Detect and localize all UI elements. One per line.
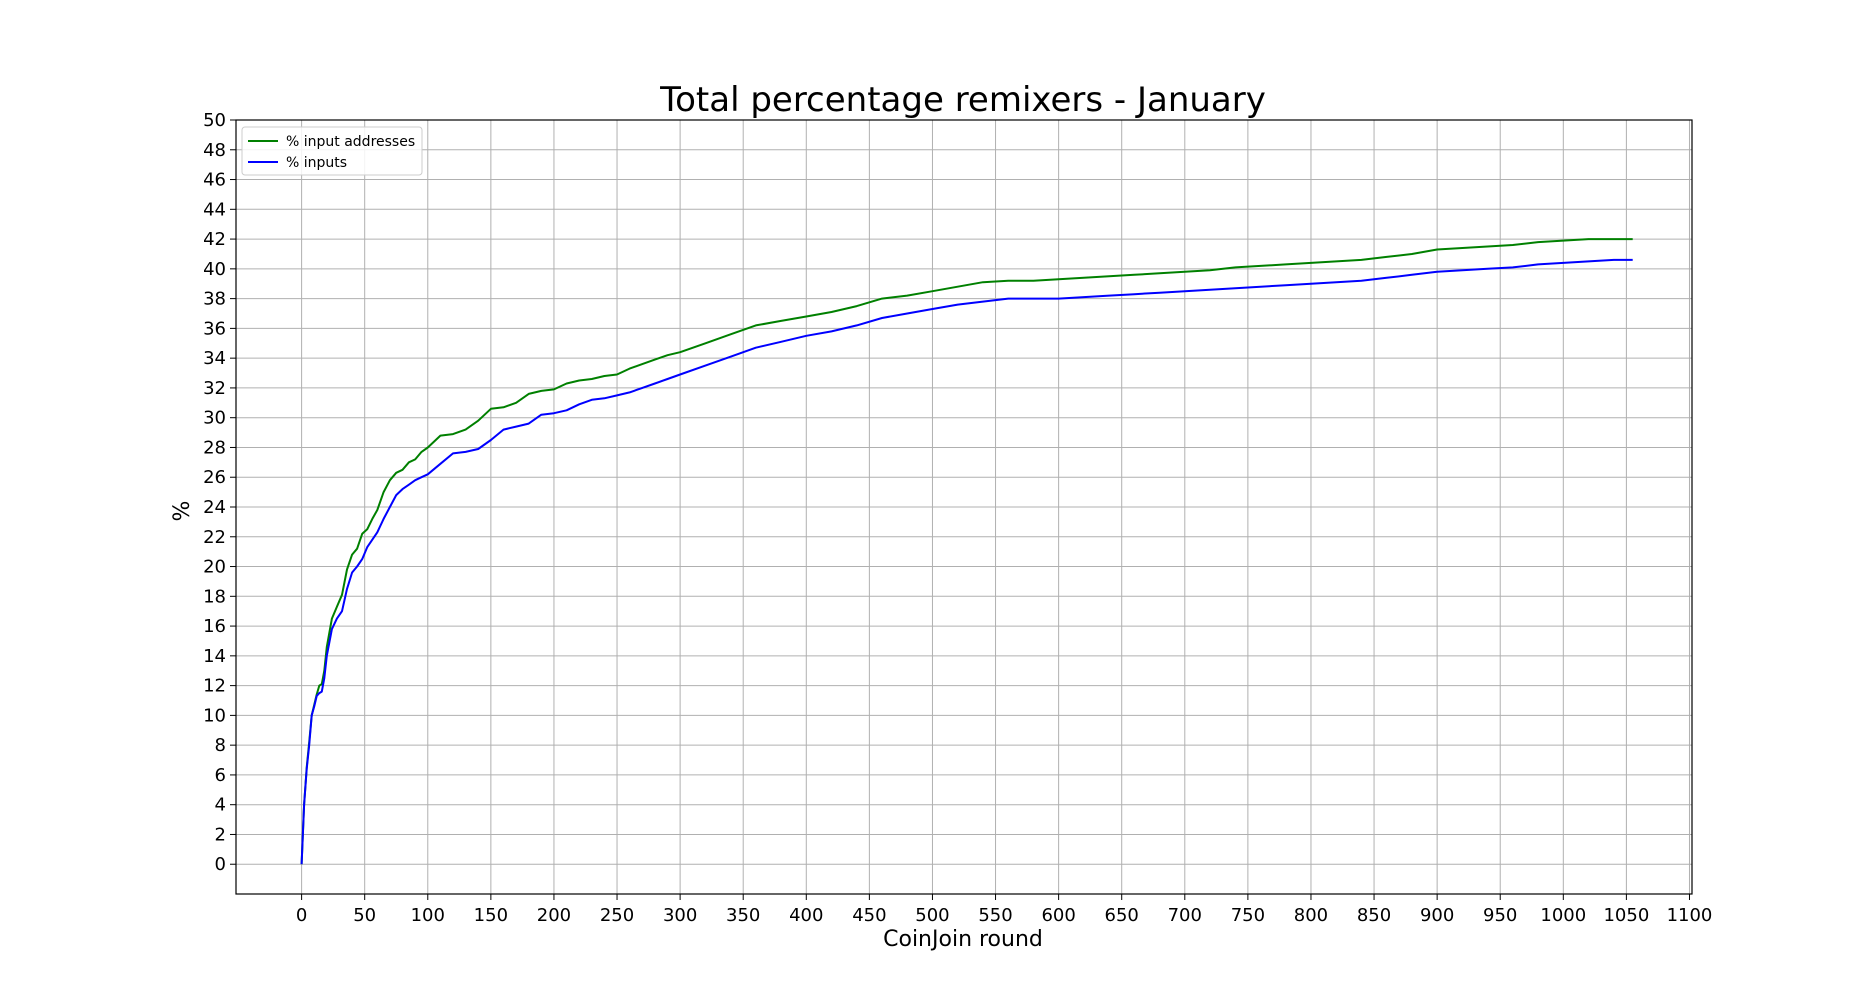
y-tick-label: 26 xyxy=(203,467,226,488)
y-tick-label: 22 xyxy=(203,527,226,548)
y-tick-label: 24 xyxy=(203,497,226,518)
y-tick-label: 8 xyxy=(215,735,226,756)
x-tick-label: 50 xyxy=(353,905,376,926)
y-tick-label: 12 xyxy=(203,676,226,697)
y-tick-label: 44 xyxy=(203,199,226,220)
y-tick-label: 6 xyxy=(215,765,226,786)
x-tick-label: 800 xyxy=(1294,905,1328,926)
x-axis: 0 50 100 150 200 250 300 350 400 450 500 550 600 650 7… xyxy=(296,894,1713,926)
legend-box xyxy=(241,126,423,176)
y-tick-label: 36 xyxy=(203,318,226,339)
x-tick-label: 600 xyxy=(1041,905,1075,926)
y-tick-label: 4 xyxy=(215,795,226,816)
y-tick-label: 50 xyxy=(203,110,226,131)
y-tick-label: 0 xyxy=(215,854,226,875)
y-tick-label: 30 xyxy=(203,408,226,429)
x-tick-label: 0 xyxy=(296,905,307,926)
x-tick-label: 200 xyxy=(537,905,571,926)
y-tick-label: 42 xyxy=(203,229,226,250)
y-tick-label: 20 xyxy=(203,557,226,578)
x-axis-label: CoinJoin round xyxy=(883,927,1043,952)
chart-title: Total percentage remixers - January xyxy=(659,80,1266,120)
x-tick-label: 1000 xyxy=(1540,905,1586,926)
y-tick-label: 32 xyxy=(203,378,226,399)
y-tick-label: 48 xyxy=(203,140,226,161)
x-tick-label: 950 xyxy=(1483,905,1517,926)
legend-label: % inputs xyxy=(286,155,347,171)
x-tick-label: 650 xyxy=(1105,905,1139,926)
y-axis-label: % xyxy=(170,501,195,522)
x-tick-label: 450 xyxy=(852,905,886,926)
series-layer xyxy=(300,238,1633,865)
x-tick-label: 550 xyxy=(978,905,1012,926)
y-axis: 0246810121416182022242628303234363840424… xyxy=(203,110,236,875)
y-tick-label: 40 xyxy=(203,259,226,280)
y-tick-label: 10 xyxy=(203,705,226,726)
x-tick-label: 150 xyxy=(474,905,508,926)
x-tick-label: 400 xyxy=(789,905,823,926)
grid-lines xyxy=(236,119,1692,894)
x-tick-label: 700 xyxy=(1168,905,1202,926)
x-tick-label: 850 xyxy=(1357,905,1391,926)
y-tick-label: 38 xyxy=(203,289,226,310)
x-tick-label: 300 xyxy=(663,905,697,926)
series-line-2 xyxy=(300,258,1633,865)
y-tick-label: 28 xyxy=(203,437,226,458)
legend: % input addresses % inputs xyxy=(241,126,423,176)
x-tick-label: 500 xyxy=(915,905,949,926)
y-tick-label: 16 xyxy=(203,616,226,637)
x-tick-label: 1050 xyxy=(1603,905,1649,926)
x-tick-label: 750 xyxy=(1231,905,1265,926)
x-tick-label: 350 xyxy=(726,905,760,926)
y-tick-label: 18 xyxy=(203,586,226,607)
y-tick-label: 2 xyxy=(215,824,226,845)
x-tick-label: 100 xyxy=(411,905,445,926)
y-tick-label: 34 xyxy=(203,348,226,369)
x-tick-label: 1100 xyxy=(1667,905,1713,926)
x-tick-label: 900 xyxy=(1420,905,1454,926)
legend-label: % input addresses xyxy=(286,134,415,150)
y-tick-label: 46 xyxy=(203,170,226,191)
y-tick-label: 14 xyxy=(203,646,226,667)
series-line-1 xyxy=(300,238,1633,865)
x-tick-label: 250 xyxy=(600,905,634,926)
